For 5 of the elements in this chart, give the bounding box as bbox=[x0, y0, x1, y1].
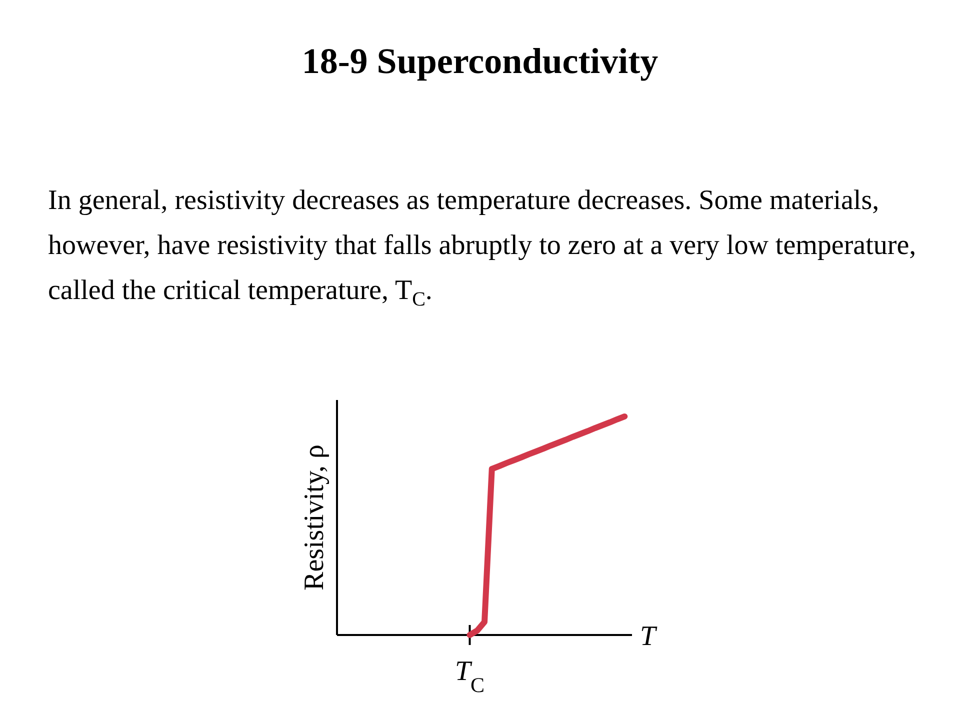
text: T$_{C}$ bbox=[454, 656, 485, 697]
chart-subtitle: In general, resistivity decreases as temperature decreases. Some materials, however, have resistivity that falls abruptly to zero at a very low temperature, called the critical temperature, T$_{C}$. bbox=[48, 184, 918, 313]
x-axis-title: T bbox=[640, 621, 658, 652]
chart-title: 18-9 Superconductivity bbox=[300, 40, 660, 82]
y-axis-title: Resistivity, ρ bbox=[299, 444, 330, 590]
